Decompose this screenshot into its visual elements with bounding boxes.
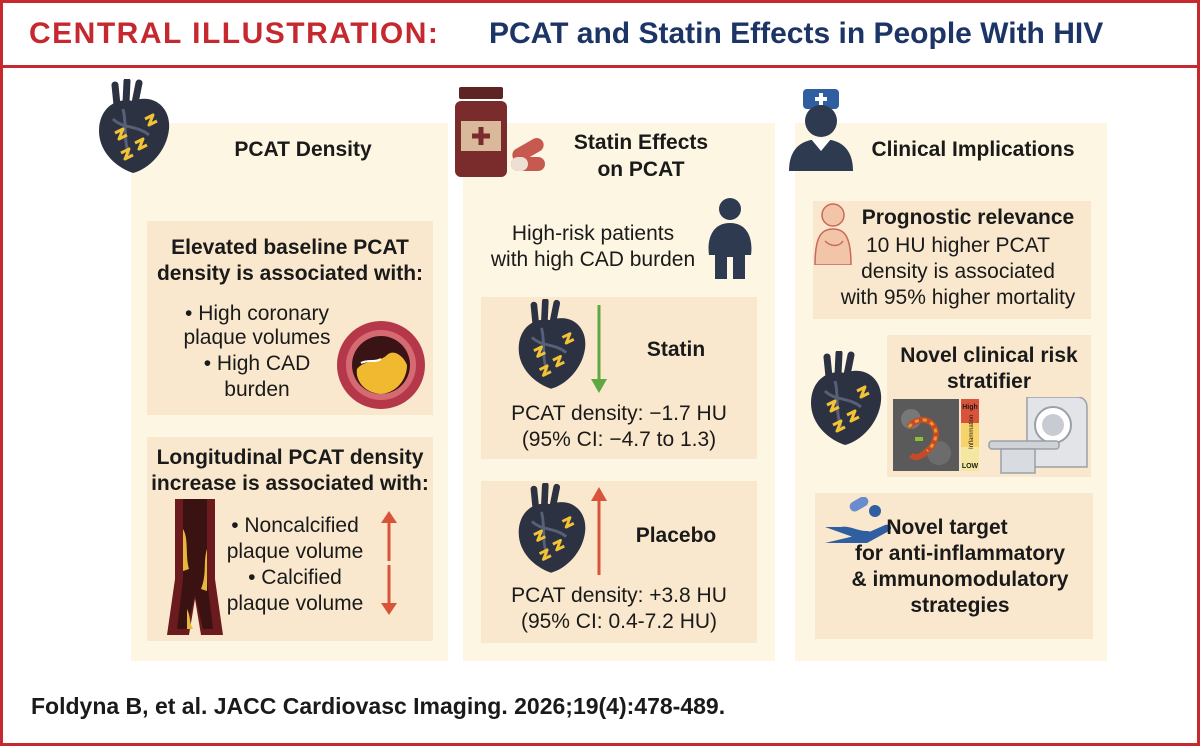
statin-box (481, 297, 757, 459)
header-label: CENTRAL ILLUSTRATION: (29, 17, 440, 50)
baseline-bullet-2b: burden (224, 378, 290, 401)
patient-chest-icon (814, 203, 852, 265)
red-up-arrow-icon (591, 487, 607, 575)
placebo-box (481, 481, 757, 643)
placebo-heart-icon (513, 483, 589, 575)
artery-longitudinal-icon (167, 499, 223, 635)
stratifier-heart-icon (805, 351, 885, 447)
statin-label: Statin (646, 338, 706, 361)
header-title: PCAT and Statin Effects in People With H… (489, 17, 1104, 50)
scale-high-label: High (962, 404, 978, 411)
baseline-heading-1: Elevated baseline PCAT (171, 236, 409, 259)
target-line-3: & immunomodulatory (851, 568, 1069, 591)
prognostic-line-2: density is associated (861, 260, 1055, 283)
clinical-implications-title: Clinical Implications (871, 138, 1075, 161)
baseline-bullet-1a: • High coronary (185, 302, 329, 325)
longitudinal-bullet-1b: plaque volume (226, 540, 364, 563)
target-line-4: strategies (910, 594, 1010, 617)
hand-pills-icon (825, 497, 892, 543)
target-line-2: for anti-inflammatory (854, 542, 1066, 565)
ct-scanner-icon (988, 397, 1088, 474)
longitudinal-heading-1: Longitudinal PCAT density (156, 446, 424, 469)
statin-effects-title-1: Statin Effects (573, 131, 709, 154)
prognostic-line-1: 10 HU higher PCAT (865, 234, 1051, 257)
statin-heart-icon (513, 299, 589, 391)
down-arrow-icon (381, 565, 397, 615)
baseline-bullet-2a: • High CAD (203, 352, 311, 375)
statin-result-2: (95% CI: −4.7 to 1.3) (521, 428, 717, 451)
scale-inflammation-label: Inflammation (969, 415, 975, 449)
baseline-heading-2: density is associated with: (156, 262, 424, 285)
prognostic-box (813, 201, 1091, 319)
header-bar: CENTRAL ILLUSTRATION: PCAT and Statin Ef… (3, 3, 1197, 68)
prognostic-heading: Prognostic relevance (861, 206, 1075, 229)
patient-figure-icon (708, 198, 752, 279)
citation: Foldyna B, et al. JACC Cardiovasc Imagin… (31, 693, 726, 719)
longitudinal-bullet-2b: plaque volume (226, 592, 364, 615)
placebo-label: Placebo (635, 524, 717, 547)
scale-low-label: LOW (962, 463, 979, 470)
target-box (815, 493, 1093, 639)
target-line-1: Novel target (886, 516, 1008, 539)
artery-cross-section-icon (337, 321, 425, 409)
stratifier-heading-2: stratifier (946, 370, 1032, 393)
statin-effects-title-2: on PCAT (597, 158, 685, 181)
placebo-result-1: PCAT density: +3.8 HU (511, 584, 727, 607)
longitudinal-bullet-1a: • Noncalcified (231, 514, 359, 537)
longitudinal-bullet-2a: • Calcified (248, 566, 342, 589)
doctor-icon (789, 89, 853, 171)
heart-icon (93, 79, 173, 175)
longitudinal-heading-2: increase is associated with: (151, 472, 429, 495)
pcat-density-title: PCAT Density (234, 138, 372, 161)
stratifier-heading-1: Novel clinical risk (900, 344, 1078, 367)
up-arrow-icon (381, 511, 397, 561)
patients-line-2: with high CAD burden (490, 248, 696, 271)
prognostic-line-3: with 95% higher mortality (840, 286, 1076, 309)
baseline-bullet-1b: plaque volumes (183, 326, 331, 349)
placebo-result-2: (95% CI: 0.4-7.2 HU) (520, 610, 718, 633)
green-down-arrow-icon (591, 305, 607, 393)
pill-bottle-icon (455, 87, 545, 177)
ct-inflammation-map-icon: High Inflammation LOW (893, 399, 979, 471)
patients-line-1: High-risk patients (511, 222, 675, 245)
statin-result-1: PCAT density: −1.7 HU (511, 402, 727, 425)
